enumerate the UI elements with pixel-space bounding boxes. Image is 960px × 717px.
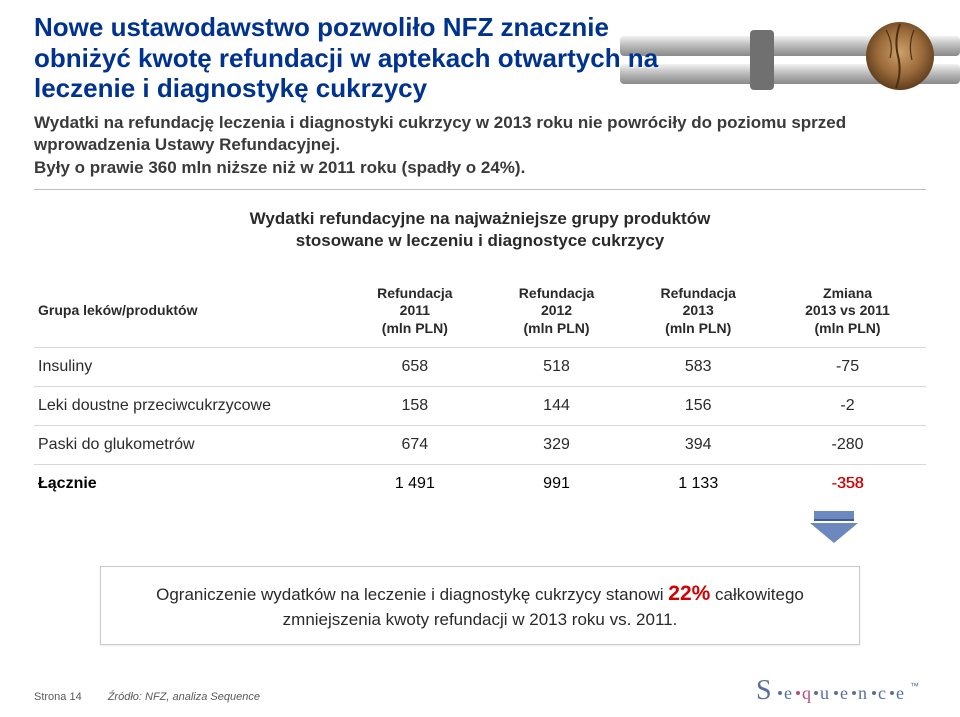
slide-title: Nowe ustawodawstwo pozwoliło NFZ znaczni…	[34, 12, 674, 104]
divider	[34, 189, 926, 190]
svg-text:S: S	[756, 675, 772, 706]
table-row: Paski do glukometrów 674 329 394 -280	[34, 426, 926, 465]
row-label: Paski do glukometrów	[34, 426, 344, 465]
svg-text:™: ™	[910, 681, 919, 691]
table-row: Insuliny 658 518 583 -75	[34, 348, 926, 387]
page-number: Strona 14	[34, 691, 82, 703]
cell: 144	[486, 387, 628, 426]
svg-text:e: e	[840, 683, 848, 703]
col-2012: Refundacja2012(mln PLN)	[486, 275, 628, 348]
total-change: -358	[769, 465, 926, 504]
cell: 329	[486, 426, 628, 465]
cell: 674	[344, 426, 486, 465]
cell: 158	[344, 387, 486, 426]
table-header-row: Grupa leków/produktów Refundacja2011(mln…	[34, 275, 926, 348]
cell: 156	[627, 387, 769, 426]
col-2011: Refundacja2011(mln PLN)	[344, 275, 486, 348]
cell: -280	[769, 426, 926, 465]
total-label: Łącznie	[34, 465, 344, 504]
svg-text:e: e	[784, 683, 792, 703]
svg-text:u: u	[820, 683, 829, 703]
callout-pre: Ograniczenie wydatków na leczenie i diag…	[156, 585, 668, 604]
table-row: Leki doustne przeciwcukrzycowe 158 144 1…	[34, 387, 926, 426]
table-total-row: Łącznie 1 491 991 1 133 -358	[34, 465, 926, 504]
row-label: Leki doustne przeciwcukrzycowe	[34, 387, 344, 426]
svg-text:n: n	[858, 683, 867, 703]
cell: -75	[769, 348, 926, 387]
cell: 658	[344, 348, 486, 387]
cell: 394	[627, 426, 769, 465]
row-label: Insuliny	[34, 348, 344, 387]
callout-pct: 22%	[668, 582, 710, 605]
slide-subtitle: Wydatki na refundację leczenia i diagnos…	[34, 112, 926, 179]
table-title: Wydatki refundacyjne na najważniejsze gr…	[34, 208, 926, 252]
callout-box: Ograniczenie wydatków na leczenie i diag…	[100, 566, 860, 645]
sequence-logo: S e q u e n c e ™	[756, 675, 926, 709]
col-2013: Refundacja2013(mln PLN)	[627, 275, 769, 348]
cell: 518	[486, 348, 628, 387]
refund-table: Grupa leków/produktów Refundacja2011(mln…	[34, 275, 926, 504]
col-group: Grupa leków/produktów	[34, 275, 344, 348]
total-cell: 991	[486, 465, 628, 504]
cell: -2	[769, 387, 926, 426]
svg-text:c: c	[878, 683, 886, 703]
source-text: Źródło: NFZ, analiza Sequence	[108, 691, 260, 703]
svg-text:e: e	[896, 683, 904, 703]
svg-text:q: q	[802, 683, 811, 703]
total-cell: 1 133	[627, 465, 769, 504]
cell: 583	[627, 348, 769, 387]
total-cell: 1 491	[344, 465, 486, 504]
down-arrow-icon	[810, 509, 858, 545]
col-change: Zmiana2013 vs 2011(mln PLN)	[769, 275, 926, 348]
